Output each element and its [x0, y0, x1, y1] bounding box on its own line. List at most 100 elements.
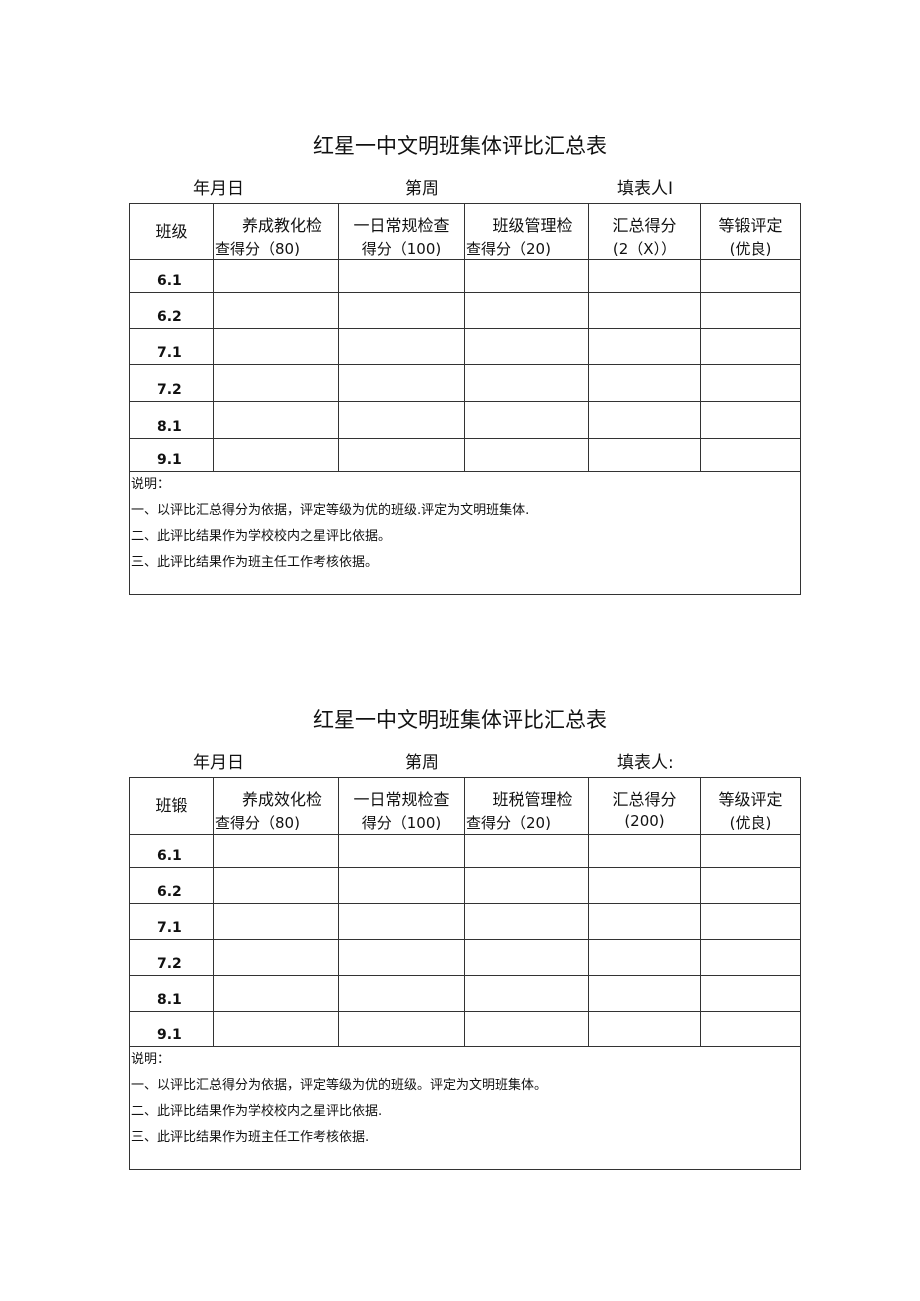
score-cell[interactable]: [213, 834, 339, 868]
score-cell[interactable]: [338, 292, 465, 329]
score-cell[interactable]: [213, 364, 339, 402]
score-cell[interactable]: [588, 975, 701, 1012]
note-line: 说明：: [131, 1052, 171, 1067]
filler-label: 填表人I: [617, 179, 674, 199]
score-cell[interactable]: [338, 401, 465, 439]
table-row: 6.2: [129, 292, 801, 329]
class-label: 6.1: [129, 834, 214, 868]
header-line-1: 班税管理检: [492, 790, 573, 809]
header-cell: 班级: [129, 203, 214, 260]
score-cell[interactable]: [588, 364, 701, 402]
score-cell[interactable]: [464, 364, 589, 402]
score-cell[interactable]: [464, 975, 589, 1012]
header-cell: 汇总得分 (200): [588, 777, 701, 835]
score-cell[interactable]: [700, 364, 801, 402]
score-cell[interactable]: [588, 438, 701, 472]
header-cell: 班级管理检 查得分（20): [464, 203, 589, 260]
score-cell[interactable]: [700, 903, 801, 940]
score-cell[interactable]: [464, 1011, 589, 1047]
score-cell[interactable]: [700, 939, 801, 976]
header-cell: 班锻: [129, 777, 214, 835]
score-cell[interactable]: [464, 401, 589, 439]
note-line: 三、此评比结果作为班主任工作考核依据。: [131, 555, 379, 570]
score-cell[interactable]: [588, 259, 701, 293]
score-cell[interactable]: [464, 438, 589, 472]
score-cell[interactable]: [588, 401, 701, 439]
score-cell[interactable]: [213, 259, 339, 293]
score-cell[interactable]: [588, 328, 701, 365]
header-line-1: 班级管理检: [492, 216, 573, 235]
score-cell[interactable]: [464, 259, 589, 293]
score-cell[interactable]: [464, 292, 589, 329]
score-cell[interactable]: [700, 834, 801, 868]
header-line-1: 一日常规检查: [353, 790, 450, 809]
score-cell[interactable]: [213, 328, 339, 365]
score-cell[interactable]: [588, 903, 701, 940]
table-row: 7.1: [129, 328, 801, 365]
score-cell[interactable]: [700, 401, 801, 439]
score-cell[interactable]: [464, 867, 589, 904]
score-cell[interactable]: [588, 1011, 701, 1047]
table-row: 6.2: [129, 867, 801, 904]
score-cell[interactable]: [338, 1011, 465, 1047]
note-line: 一、以评比汇总得分为依据，评定等级为优的班级.评定为文明班集体.: [131, 503, 530, 518]
class-label: 9.1: [129, 1011, 214, 1047]
header-line-2: 查得分（80): [215, 814, 300, 832]
score-cell[interactable]: [588, 867, 701, 904]
class-label: 6.2: [129, 292, 214, 329]
score-cell[interactable]: [464, 939, 589, 976]
header-line-1: 一日常规检查: [353, 216, 450, 235]
score-cell[interactable]: [213, 867, 339, 904]
score-cell[interactable]: [464, 328, 589, 365]
header-line-1: 汇总得分: [612, 790, 677, 809]
header-line-2: 得分（100): [361, 240, 442, 258]
score-cell[interactable]: [464, 834, 589, 868]
header-line-1: 等锻评定: [718, 216, 783, 235]
class-label: 6.1: [129, 259, 214, 293]
table-row: 7.1: [129, 903, 801, 940]
score-cell[interactable]: [213, 1011, 339, 1047]
class-label: 9.1: [129, 438, 214, 472]
score-cell[interactable]: [213, 975, 339, 1012]
header-row: 班锻 养成效化检 查得分（80) 一日常规检查 得分（100) 班税管理检 查得分（20) 汇…: [129, 777, 801, 835]
score-cell[interactable]: [338, 939, 465, 976]
score-cell[interactable]: [700, 328, 801, 365]
class-label: 8.1: [129, 401, 214, 439]
score-cell[interactable]: [464, 903, 589, 940]
score-table: 班级 养成教化检 查得分（80) 一日常规检查 得分（100) 班级管理检 查得分（20) 汇…: [129, 203, 801, 595]
score-cell[interactable]: [700, 867, 801, 904]
table-row: 9.1: [129, 1011, 801, 1047]
table-row: 7.2: [129, 364, 801, 402]
score-cell[interactable]: [213, 939, 339, 976]
header-line-2: (200): [624, 812, 665, 830]
header-line-1: 班锻: [155, 796, 188, 815]
score-cell[interactable]: [338, 328, 465, 365]
score-cell[interactable]: [338, 867, 465, 904]
score-cell[interactable]: [338, 834, 465, 868]
score-cell[interactable]: [700, 259, 801, 293]
header-line-2: 查得分（80): [215, 240, 300, 258]
score-cell[interactable]: [213, 401, 339, 439]
score-cell[interactable]: [588, 292, 701, 329]
class-label: 7.1: [129, 328, 214, 365]
score-cell[interactable]: [338, 438, 465, 472]
score-cell[interactable]: [700, 975, 801, 1012]
score-cell[interactable]: [213, 438, 339, 472]
score-cell[interactable]: [700, 438, 801, 472]
form-title: 红星一中文明班集体评比汇总表: [313, 134, 607, 158]
score-cell[interactable]: [338, 364, 465, 402]
table-row: 6.1: [129, 834, 801, 868]
score-cell[interactable]: [588, 834, 701, 868]
score-cell[interactable]: [213, 292, 339, 329]
score-cell[interactable]: [338, 903, 465, 940]
score-cell[interactable]: [213, 903, 339, 940]
score-cell[interactable]: [588, 939, 701, 976]
score-cell[interactable]: [338, 975, 465, 1012]
table-row: 8.1: [129, 401, 801, 439]
notes-row: 说明： 一、以评比汇总得分为依据，评定等级为优的班级。评定为文明班集体。 二、此评比…: [129, 1046, 801, 1170]
class-label: 7.2: [129, 939, 214, 976]
header-cell: 一日常规检查 得分（100): [338, 203, 465, 260]
score-cell[interactable]: [700, 292, 801, 329]
score-cell[interactable]: [338, 259, 465, 293]
score-cell[interactable]: [700, 1011, 801, 1047]
